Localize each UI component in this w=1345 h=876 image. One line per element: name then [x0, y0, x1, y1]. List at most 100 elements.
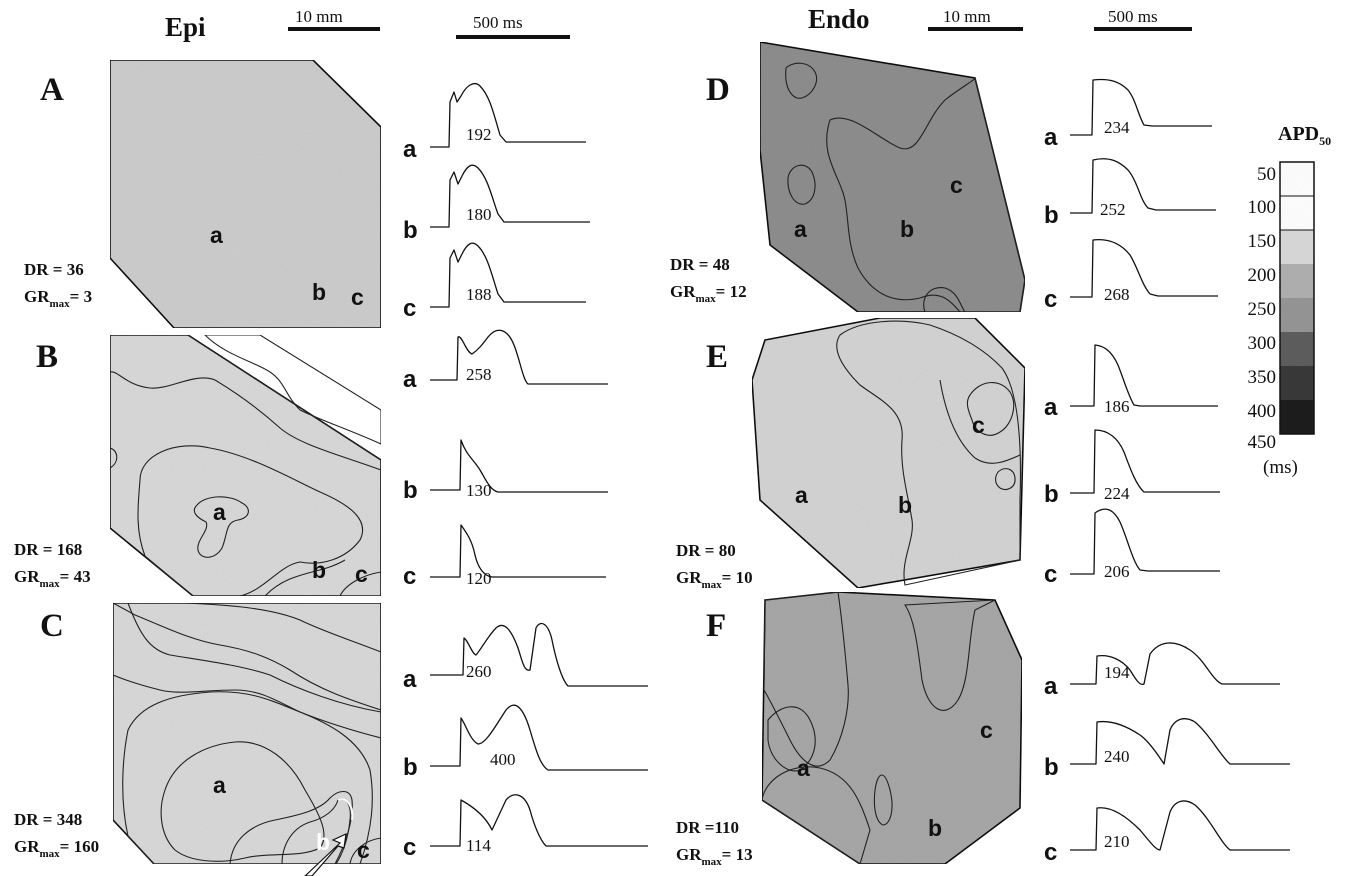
stats-panel-d: DR = 48 GRmax= 12 — [670, 255, 747, 305]
trace-label: b — [403, 217, 418, 244]
apd-value: 210 — [1104, 832, 1130, 851]
apd-value: 192 — [466, 125, 492, 144]
apd-value: 120 — [466, 569, 492, 588]
apd-value: 260 — [466, 662, 492, 681]
legend-tick: 250 — [1248, 299, 1277, 320]
trace-e-a: a 186 — [1044, 344, 1218, 421]
gr-value: GRmax= 43 — [14, 567, 91, 590]
trace-a-b: b 180 — [403, 164, 590, 244]
stats-panel-a: DR = 36 GRmax= 3 — [24, 260, 92, 310]
trace-f-b: b 240 — [1044, 718, 1290, 781]
trace-label: b — [403, 477, 418, 504]
trace-c-b: b 400 — [403, 704, 648, 781]
trace-a-c: c 188 — [403, 242, 586, 322]
apd-value: 234 — [1104, 118, 1130, 137]
legend-colorbar — [1280, 162, 1314, 434]
trace-b-b: b 130 — [403, 439, 608, 504]
trace-label: a — [1044, 124, 1058, 151]
trace-c-c: c 114 — [403, 794, 648, 861]
panel-letter-e: E — [706, 339, 728, 375]
map-panel-a — [109, 59, 382, 329]
legend-tick: 300 — [1248, 333, 1277, 354]
trace-label: a — [1044, 673, 1058, 700]
gr-value: GRmax= 3 — [24, 287, 92, 310]
dr-value: DR = 80 — [676, 541, 736, 560]
trace-label: c — [403, 563, 416, 590]
map-label-b: b — [312, 279, 326, 305]
panel-letter-c: C — [40, 608, 64, 644]
map-panel-d — [759, 41, 1026, 313]
stats-panel-b: DR = 168 GRmax= 43 — [14, 540, 91, 590]
apd-value: 258 — [466, 365, 492, 384]
map-label-b: b — [928, 815, 942, 841]
stats-panel-c: DR = 348 GRmax= 160 — [14, 810, 99, 860]
map-label-b: b — [316, 829, 330, 855]
apd-value: 240 — [1104, 747, 1130, 766]
arrow-icon — [304, 832, 347, 876]
scale-bar-epi-mm: 10 mm — [288, 7, 380, 31]
panel-letter-b: B — [36, 339, 58, 375]
map-label-c: c — [980, 717, 993, 743]
trace-label: c — [1044, 561, 1057, 588]
panel-letter-d: D — [706, 72, 730, 108]
trace-label: c — [403, 295, 416, 322]
map-label-c: c — [950, 172, 963, 198]
trace-a-a: a 192 — [403, 82, 586, 163]
map-panel-e — [751, 317, 1026, 589]
trace-f-c: c 210 — [1044, 800, 1290, 866]
scale-bar-label: 10 mm — [295, 7, 343, 26]
apd-value: 130 — [466, 481, 492, 500]
trace-e-b: b 224 — [1044, 429, 1220, 508]
map-label-b: b — [898, 492, 912, 518]
legend-tick: 150 — [1248, 231, 1277, 252]
trace-f-a: a 194 — [1044, 642, 1280, 700]
stats-panel-f: DR =110 GRmax= 13 — [676, 818, 753, 868]
legend-tick: 200 — [1248, 265, 1277, 286]
map-label-a: a — [797, 755, 810, 781]
map-label-c: c — [351, 284, 364, 310]
legend-tick: 100 — [1248, 197, 1277, 218]
trace-label: b — [1044, 754, 1059, 781]
scale-bar-endo-mm: 10 mm — [928, 7, 1023, 31]
gr-value: GRmax= 12 — [670, 282, 747, 305]
map-label-c: c — [355, 561, 368, 587]
trace-label: b — [1044, 202, 1059, 229]
scale-bar-epi-ms: 500 ms — [456, 13, 570, 39]
apd-legend: APD50 50 100 150 200 250 300 350 400 450… — [1248, 123, 1332, 478]
map-panel-b — [109, 334, 382, 597]
apd-value: 224 — [1104, 484, 1130, 503]
apd-value: 206 — [1104, 562, 1130, 581]
dr-value: DR = 48 — [670, 255, 730, 274]
apd-value: 180 — [466, 205, 492, 224]
scale-bar-label: 500 ms — [473, 13, 523, 32]
apd-value: 114 — [466, 836, 491, 855]
trace-d-b: b 252 — [1044, 158, 1216, 229]
panel-letter-a: A — [40, 72, 64, 108]
trace-d-a: a 234 — [1044, 78, 1212, 151]
map-label-a: a — [210, 222, 223, 248]
apd-value: 268 — [1104, 285, 1130, 304]
gr-value: GRmax= 13 — [676, 845, 753, 868]
map-label-a: a — [213, 772, 226, 798]
map-panel-f — [761, 591, 1023, 865]
dr-value: DR = 348 — [14, 810, 82, 829]
dr-value: DR = 36 — [24, 260, 84, 279]
map-label-b: b — [312, 557, 326, 583]
apd-value: 400 — [490, 750, 516, 769]
apd-value: 194 — [1104, 663, 1130, 682]
trace-d-c: c 268 — [1044, 239, 1218, 313]
trace-label: a — [403, 366, 417, 393]
legend-tick: 400 — [1248, 401, 1277, 422]
scale-bar-label: 10 mm — [943, 7, 991, 26]
map-panel-c — [112, 602, 382, 865]
dr-value: DR = 168 — [14, 540, 82, 559]
gr-value: GRmax= 160 — [14, 837, 99, 860]
trace-label: b — [403, 754, 418, 781]
trace-c-a: a 260 — [403, 622, 648, 693]
stats-panel-e: DR = 80 GRmax= 10 — [676, 541, 753, 591]
scale-bar-label: 500 ms — [1108, 7, 1158, 26]
trace-e-c: c 206 — [1044, 508, 1220, 588]
apd-value: 252 — [1100, 200, 1126, 219]
trace-label: a — [1044, 394, 1058, 421]
